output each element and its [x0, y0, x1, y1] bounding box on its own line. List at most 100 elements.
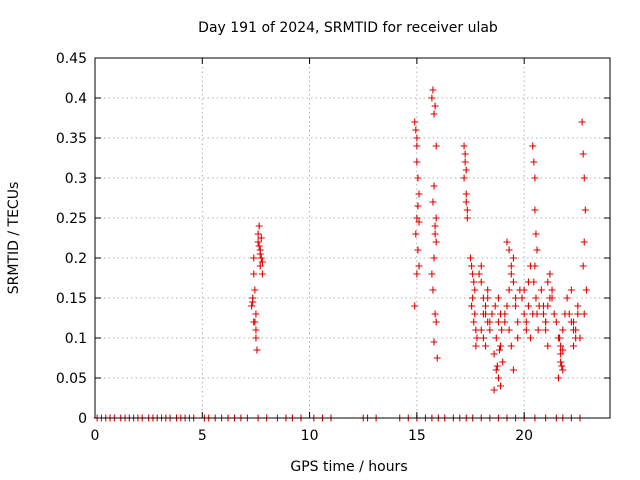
data-point — [469, 270, 477, 278]
data-point — [411, 118, 419, 126]
data-point — [477, 326, 485, 334]
data-point — [514, 334, 522, 342]
y-axis-label: SRMTID / TECUs — [6, 182, 22, 295]
data-point — [507, 342, 515, 350]
data-point — [495, 346, 503, 354]
data-point — [467, 254, 475, 262]
data-point — [558, 362, 566, 370]
x-axis-label: GPS time / hours — [290, 459, 407, 475]
data-point — [253, 346, 261, 354]
data-point — [432, 238, 440, 246]
data-point — [542, 318, 550, 326]
y-tick-label: 0.05 — [56, 371, 87, 387]
data-point — [414, 202, 422, 210]
data-point — [412, 126, 420, 134]
data-point — [567, 286, 575, 294]
data-point — [257, 254, 265, 262]
data-point — [576, 334, 584, 342]
data-point — [494, 318, 502, 326]
data-point — [468, 302, 476, 310]
data-point — [505, 286, 513, 294]
data-point — [256, 262, 264, 270]
data-point — [477, 278, 485, 286]
data-point — [570, 342, 578, 350]
data-point — [255, 242, 263, 250]
data-point — [550, 310, 558, 318]
chart-title: Day 191 of 2024, SRMTID for receiver ula… — [198, 20, 498, 36]
data-point — [431, 230, 439, 238]
data-point — [503, 238, 511, 246]
data-point — [492, 334, 500, 342]
data-point — [469, 294, 477, 302]
data-point — [548, 286, 556, 294]
data-point — [429, 286, 437, 294]
data-point — [491, 302, 499, 310]
data-point — [430, 254, 438, 262]
data-point — [532, 230, 540, 238]
data-point — [579, 262, 587, 270]
data-point — [494, 294, 502, 302]
data-point — [559, 326, 567, 334]
data-point — [482, 342, 490, 350]
data-point — [462, 166, 470, 174]
data-point — [255, 222, 263, 230]
y-tick-label: 0.35 — [56, 131, 87, 147]
data-point — [493, 362, 501, 370]
data-point — [520, 286, 528, 294]
data-point — [497, 382, 505, 390]
data-point — [433, 354, 441, 362]
data-point — [492, 366, 500, 374]
data-point — [512, 294, 520, 302]
data-point — [537, 286, 545, 294]
data-point — [252, 310, 260, 318]
data-point — [470, 318, 478, 326]
data-point — [563, 294, 571, 302]
data-point — [413, 214, 421, 222]
data-point — [431, 102, 439, 110]
data-point — [581, 206, 589, 214]
data-point — [546, 270, 554, 278]
data-point — [520, 310, 528, 318]
data-point — [430, 338, 438, 346]
data-point — [463, 214, 471, 222]
data-point — [497, 342, 505, 350]
data-point — [462, 190, 470, 198]
data-point — [413, 142, 421, 150]
grid — [95, 58, 610, 418]
data-point — [256, 250, 264, 258]
data-point — [432, 142, 440, 150]
data-point — [413, 270, 421, 278]
y-tick-label: 0.45 — [56, 51, 87, 67]
data-point — [428, 270, 436, 278]
data-point — [251, 318, 259, 326]
data-point — [570, 318, 578, 326]
data-point — [429, 86, 437, 94]
data-point — [471, 310, 479, 318]
ticks: 0 0.05 0.1 0.15 0.2 0.25 0.3 0.35 0.4 0.45 0 5 10 15 2… — [56, 51, 610, 444]
data-point — [530, 158, 538, 166]
data-point — [475, 270, 483, 278]
data-point — [574, 302, 582, 310]
data-point — [518, 294, 526, 302]
data-point — [509, 366, 517, 374]
y-tick-label: 0.25 — [56, 211, 87, 227]
data-point — [412, 230, 420, 238]
data-point — [580, 310, 588, 318]
data-point — [580, 238, 588, 246]
data-point — [499, 358, 507, 366]
data-point — [258, 258, 266, 266]
data-point — [414, 174, 422, 182]
data-point — [248, 302, 256, 310]
data-point — [552, 318, 560, 326]
data-point — [257, 234, 265, 242]
data-point — [468, 262, 476, 270]
data-point — [544, 302, 552, 310]
data-point — [486, 326, 494, 334]
data-point — [579, 150, 587, 158]
data-point — [249, 298, 257, 306]
data-point — [533, 310, 541, 318]
data-point — [415, 190, 423, 198]
data-point — [463, 206, 471, 214]
data-point — [414, 246, 422, 254]
data-point — [411, 302, 419, 310]
